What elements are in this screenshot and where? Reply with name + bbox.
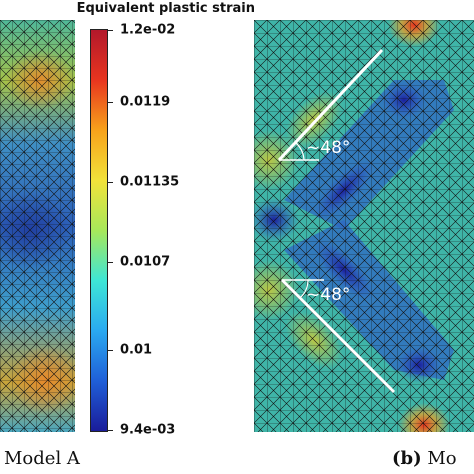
model-a-strain-field — [0, 20, 75, 432]
colorbar-label-max: 1.2e-02 — [120, 22, 176, 38]
colorbar-title: Equivalent plastic strain — [76, 1, 255, 16]
colorbar-label: 0.01135 — [120, 174, 180, 190]
colorbar-tick — [107, 262, 113, 263]
shear-band-line-bottom — [280, 278, 396, 394]
caption-model-b-label: (b) — [392, 448, 422, 469]
caption-model-a: Model A — [4, 448, 80, 469]
colorbar-tick — [107, 102, 113, 103]
colorbar-label: 0.0107 — [120, 254, 171, 270]
angle-label-bottom: ~48° — [306, 285, 350, 305]
colorbar-tick — [107, 430, 113, 431]
angle-label-top: ~48° — [306, 138, 350, 158]
colorbar-label-min: 9.4e-03 — [120, 422, 176, 438]
angle-arc-top — [295, 142, 305, 161]
colorbar-tick — [107, 30, 113, 31]
colorbar-tick — [107, 182, 113, 183]
caption-model-b-text: Mo — [427, 448, 457, 469]
model-b-strain-field: ~48° ~48° — [254, 20, 474, 432]
angle-arc-bottom — [299, 279, 309, 299]
colorbar-label: 0.01 — [120, 342, 153, 358]
colorbar-label: 0.0119 — [120, 94, 171, 110]
colorbar — [90, 29, 108, 432]
caption-model-b: (b) Mo — [392, 448, 457, 469]
colorbar-tick — [107, 350, 113, 351]
shear-band-line-top — [277, 48, 384, 162]
